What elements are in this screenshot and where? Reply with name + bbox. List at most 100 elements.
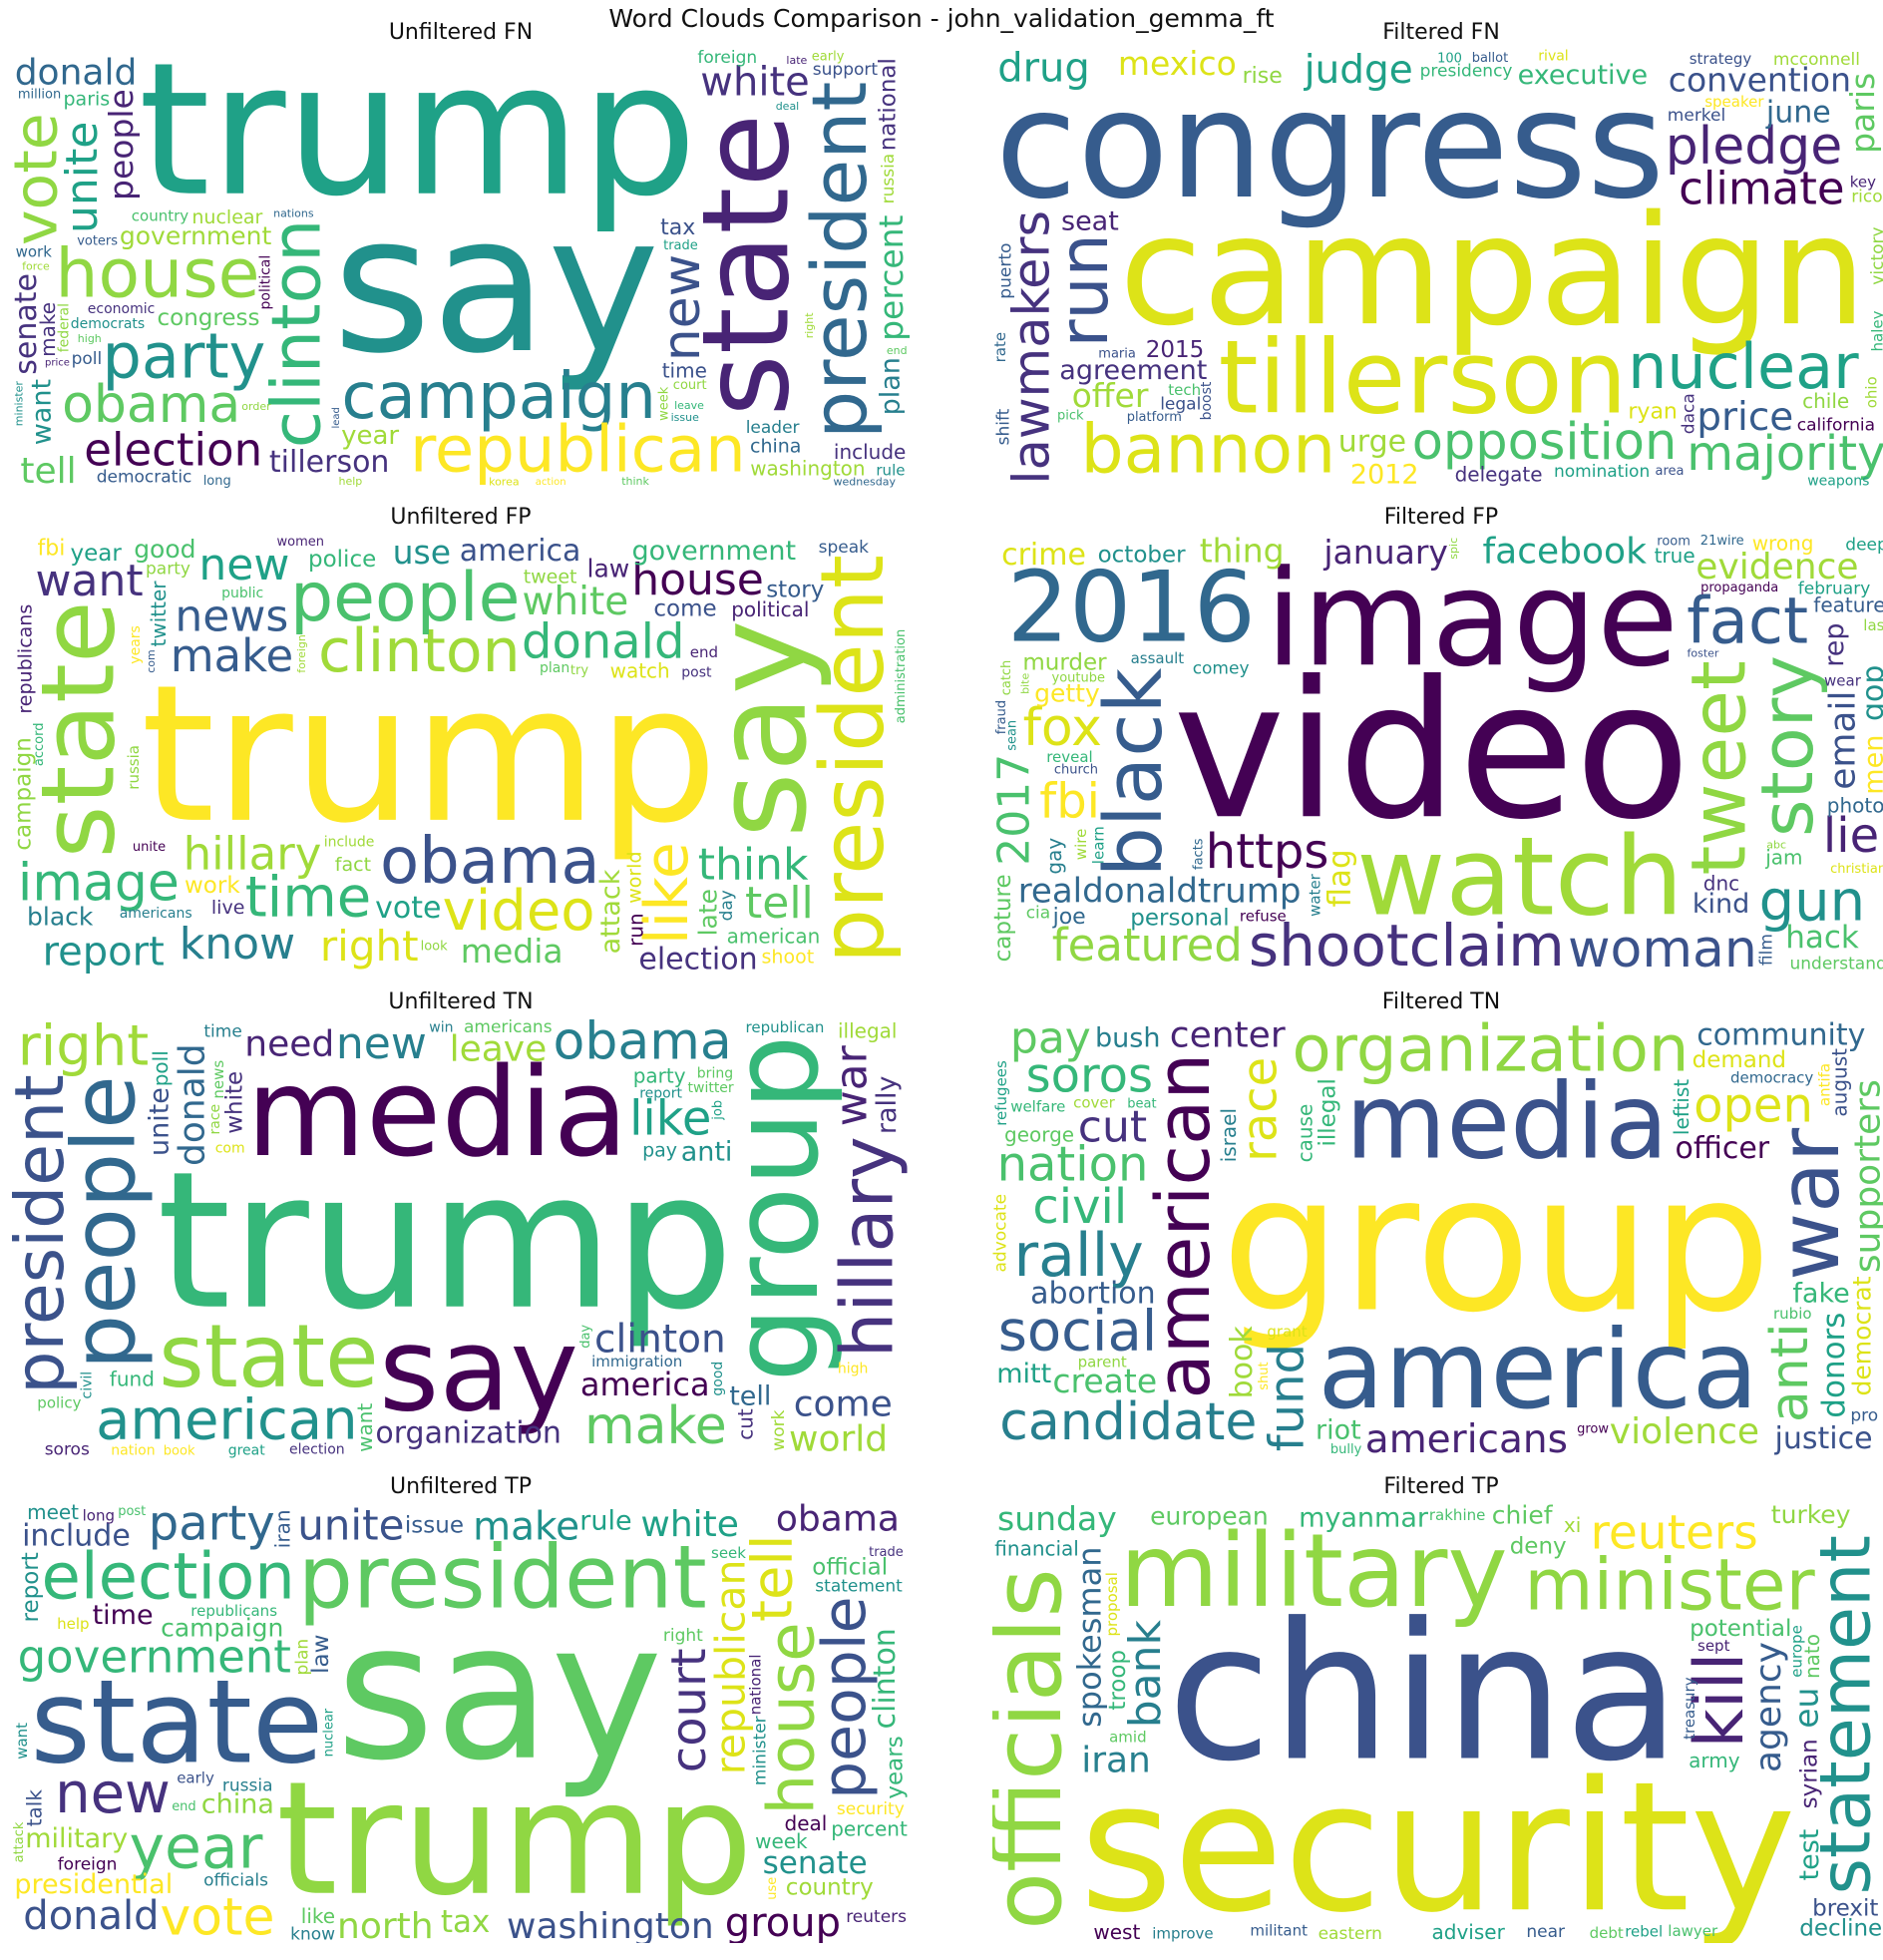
wordcloud-word: eastern — [1318, 1924, 1382, 1943]
wordcloud-word: accord — [32, 723, 47, 767]
wordcloud-word: want — [353, 1403, 377, 1452]
panel-title: Filtered FP — [1383, 505, 1499, 530]
wordcloud-word: true — [1655, 544, 1695, 568]
wordcloud-word: make — [36, 302, 60, 357]
wordcloud-word: key — [1850, 173, 1876, 191]
wordcloud-word: north — [337, 1906, 434, 1943]
wordcloud-word: unite — [297, 1502, 404, 1550]
wordcloud-word: police — [308, 547, 376, 573]
wordcloud-word: men — [1858, 735, 1883, 795]
wordcloud-word: say — [336, 1582, 663, 1802]
wordcloud-word: hillary — [184, 828, 322, 881]
wordcloud-word: late — [786, 54, 807, 67]
wordcloud-word: christian — [1830, 862, 1883, 877]
wordcloud-word: people — [102, 89, 141, 200]
wordcloud-word: story — [1745, 655, 1829, 837]
wordcloud-word: new — [55, 1762, 171, 1826]
wordcloud-word: nuclear — [321, 1708, 336, 1757]
wordcloud-word: good — [710, 1362, 726, 1396]
wordcloud-word: people — [290, 559, 521, 637]
wordcloud-word: government — [120, 221, 272, 250]
wordcloud-word: west — [1093, 1920, 1140, 1943]
wordcloud-word: pay — [642, 1140, 677, 1162]
wordcloud-word: plan — [292, 1639, 312, 1676]
wordcloud-word: year — [130, 1813, 263, 1883]
wordcloud-word: house — [756, 1622, 830, 1814]
wordcloud-word: want — [13, 1723, 31, 1760]
wordcloud-word: judge — [1304, 48, 1413, 93]
wordcloud-word: rate — [992, 332, 1009, 362]
wordcloud-word: trump — [141, 644, 718, 865]
wordcloud-word: percent — [831, 1816, 908, 1840]
wordcloud-word: myanmar — [1299, 1503, 1429, 1534]
wordcloud-word: right — [803, 312, 816, 339]
wordcloud-word: grow — [1577, 1421, 1609, 1436]
wordcloud-word: black — [1088, 667, 1180, 877]
wordcloud-word: nuclear — [191, 206, 262, 228]
wordcloud-word: near — [1526, 1922, 1565, 1942]
wordcloud-word: executive — [1518, 60, 1649, 91]
wordcloud-word: rebel — [1625, 1923, 1663, 1941]
wordcloud-word: world — [789, 1419, 888, 1459]
wordcloud-word: facebook — [1483, 533, 1648, 572]
wordcloud-word: lawmakers — [1002, 210, 1061, 485]
wordcloud-word: leftist — [1670, 1079, 1694, 1135]
wordcloud-word: crime — [1001, 538, 1086, 573]
wordcloud-word: senate — [763, 1845, 868, 1881]
wordcloud-word: official — [812, 1554, 888, 1580]
wordcloud-word: book — [164, 1443, 195, 1458]
wordcloud-word: china — [201, 1788, 274, 1819]
wordcloud-word: meet — [27, 1502, 79, 1524]
wordcloud-word: work — [769, 1409, 789, 1450]
wordcloud-word: right — [18, 1017, 150, 1079]
wordcloud-word: rally — [872, 1075, 903, 1134]
wordcloud-word: black — [27, 903, 94, 932]
wordcloud-word: long — [83, 1507, 115, 1525]
wordcloud-word: jam — [1764, 845, 1802, 869]
wordcloud-word: run — [1045, 233, 1124, 347]
wordcloud-word: donald — [173, 1043, 213, 1166]
wordcloud-word: washington — [750, 457, 865, 481]
wordcloud-word: court — [673, 378, 707, 393]
wordcloud-word: say — [686, 619, 834, 838]
wordcloud-word: fbi — [1039, 774, 1100, 830]
wordcloud-word: financial — [994, 1536, 1079, 1560]
wordcloud-word: offer — [1072, 376, 1149, 415]
wordcloud-word: civil — [80, 1372, 96, 1399]
wordcloud-word: state — [30, 1655, 323, 1789]
wordcloud-word: million — [18, 87, 61, 102]
wordcloud-word: party — [149, 1502, 275, 1552]
wordcloud-word: nuclear — [1628, 330, 1859, 403]
wordcloud-word: com — [215, 1140, 245, 1156]
wordcloud-word: right — [320, 922, 419, 971]
wordcloud-word: wear — [1824, 671, 1862, 689]
wordcloud-word: leader — [746, 418, 800, 438]
wordcloud-word: years — [128, 625, 144, 664]
wordcloud-word: sean — [1005, 720, 1020, 751]
wordcloud-word: catch — [999, 660, 1014, 696]
wordcloud-word: 2016 — [1007, 552, 1256, 665]
wordcloud-canvas: say trump state president clinton house campai… — [12, 48, 910, 489]
wordcloud-word: foreign — [697, 48, 757, 68]
wordcloud-word: daca — [1680, 393, 1699, 434]
wordcloud-word: syrian — [1797, 1739, 1823, 1808]
wordcloud-word: militant — [1250, 1922, 1308, 1940]
wordcloud-word: long — [203, 474, 231, 489]
wordcloud-word: kill — [1681, 1652, 1759, 1748]
wordcloud-word: deep — [1845, 536, 1883, 556]
wordcloud-word: high — [78, 332, 102, 345]
wordcloud-word: race — [207, 1104, 223, 1135]
wordcloud-word: donald — [23, 1893, 159, 1939]
wordcloud-word: minister — [1524, 1544, 1815, 1627]
wordcloud-word: welfare — [1010, 1098, 1065, 1116]
wordcloud-word: house — [55, 234, 259, 313]
wordcloud-word: world — [624, 851, 646, 903]
wordcloud-word: area — [1656, 464, 1685, 479]
wordcloud-word: mitt — [996, 1359, 1051, 1389]
wordcloud-word: soros — [1026, 1048, 1153, 1104]
wordcloud-word: brexit — [1812, 1895, 1878, 1921]
wordcloud-word: twitter — [688, 1080, 734, 1096]
wordcloud-word: make — [584, 1396, 727, 1456]
wordcloud-word: agency — [1748, 1642, 1789, 1772]
